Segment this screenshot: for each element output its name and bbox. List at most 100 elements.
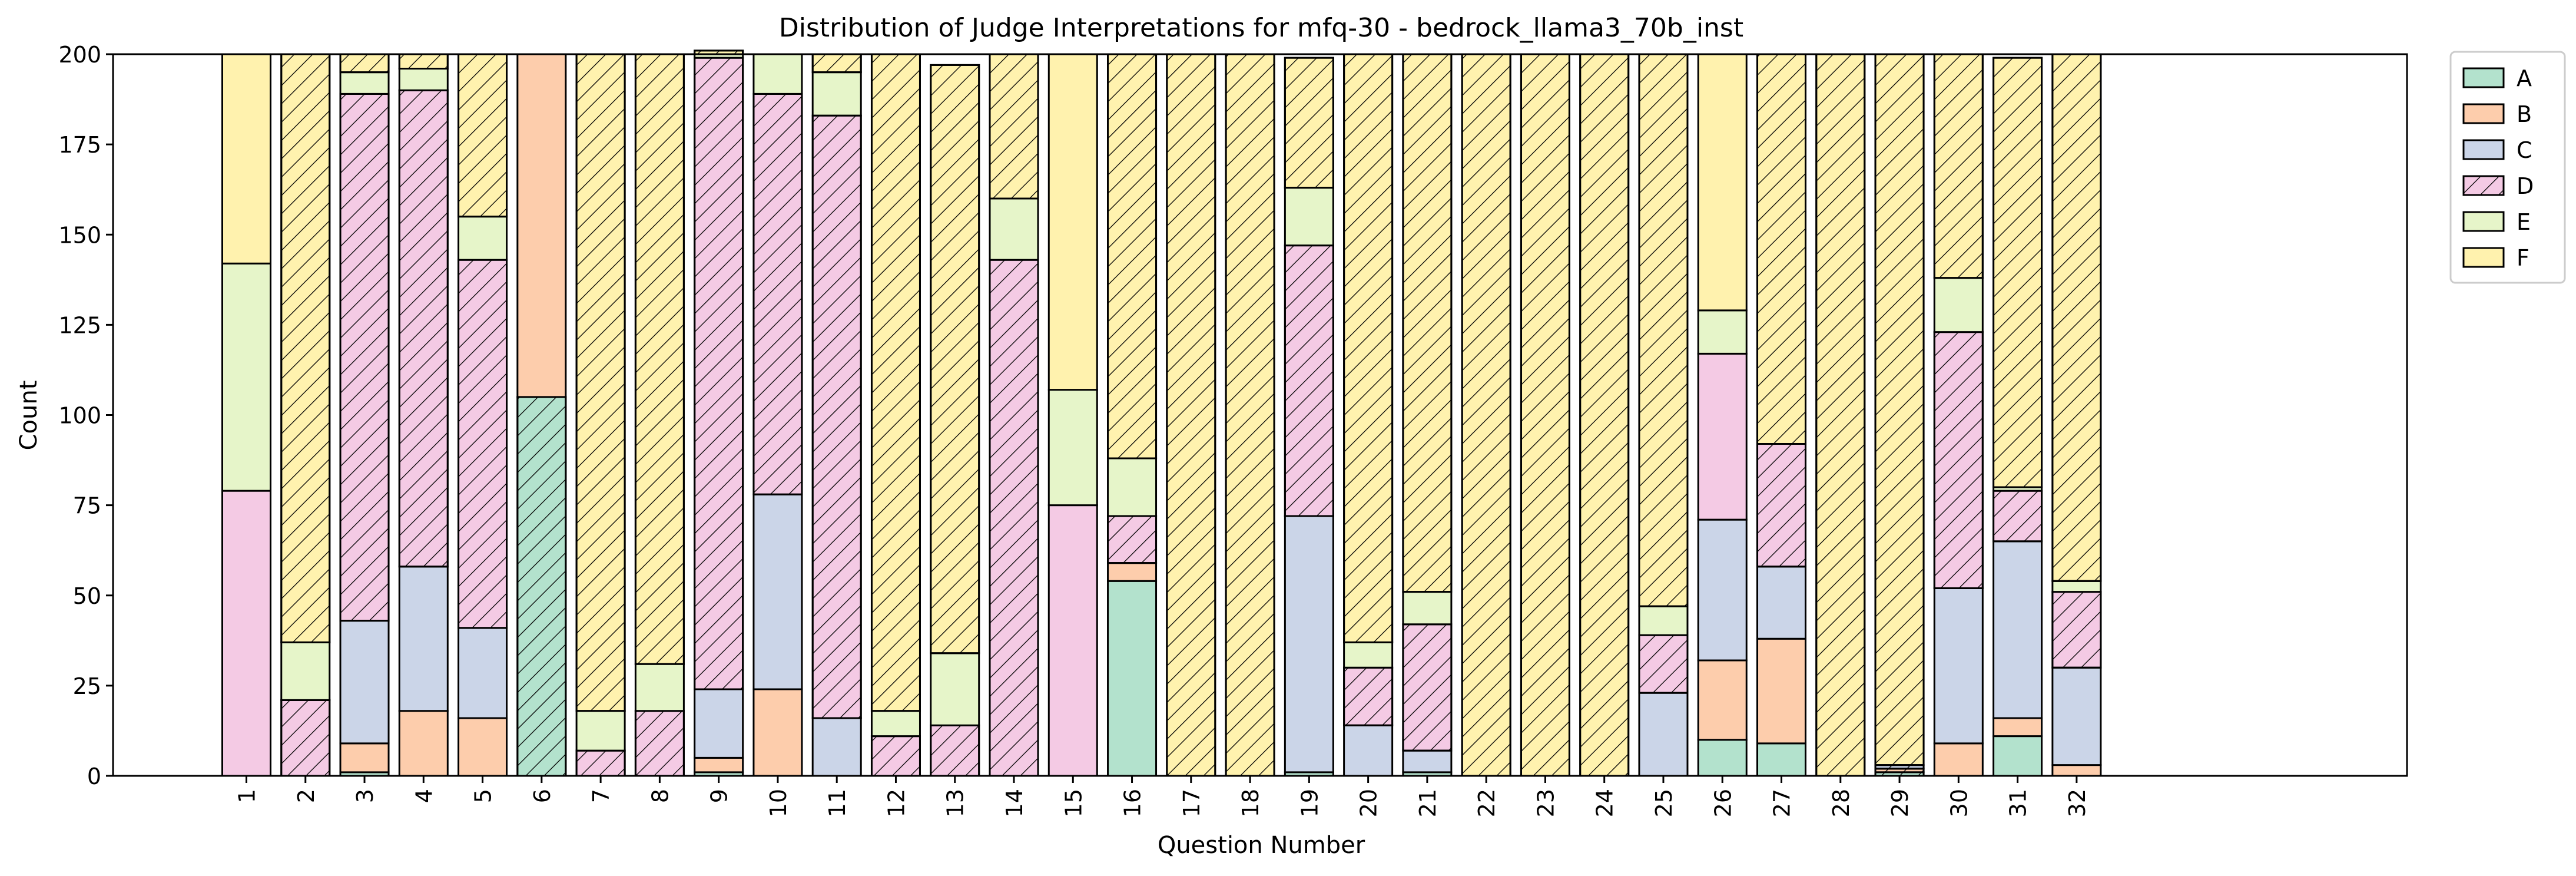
bar-question-21 [1402,53,1453,777]
bar-hatch-F-q22 [1461,53,1511,777]
bar-hatch-F-q30 [1933,53,1984,279]
bar-segment-E-q10 [752,53,803,95]
x-tick-label-4: 4 [411,789,437,803]
bar-segment-A-q16 [1107,580,1158,777]
bar-hatch-F-q28 [1815,53,1866,777]
bar-question-24 [1579,53,1630,777]
x-tick-label-16: 16 [1120,789,1146,817]
legend-swatch-E [2462,211,2505,232]
x-tick-label-3: 3 [352,789,378,803]
bar-segment-B-q6 [516,53,567,398]
chart-title: Distribution of Judge Interpretations fo… [779,13,1743,43]
x-tick-label-19: 19 [1297,789,1322,817]
x-tick-label-20: 20 [1356,789,1382,817]
bar-segment-C-q5 [457,627,508,719]
bar-segment-E-q25 [1638,605,1689,636]
bar-question-32 [2051,53,2102,777]
bar-question-26 [1697,53,1748,777]
bar-hatch-F-q31 [1992,57,2043,488]
bar-hatch-F-q25 [1638,53,1689,607]
bar-segment-B-q32 [2051,764,2102,777]
x-tick-label-9: 9 [707,789,732,803]
bar-segment-B-q26 [1697,659,1748,741]
x-tick-label-17: 17 [1179,789,1205,817]
legend-label-D: D [2517,173,2534,199]
bar-segment-E-q2 [280,641,331,701]
bar-hatch-F-q2 [280,53,331,643]
bar-hatch-F-q7 [575,53,626,712]
bar-question-22 [1461,53,1511,777]
x-tick-label-26: 26 [1710,789,1736,817]
bar-segment-C-q9 [694,688,744,759]
bar-hatch-D-q16 [1107,515,1158,564]
bar-hatch-D-q20 [1343,666,1394,726]
bar-hatch-D-q3 [339,92,390,622]
bar-hatch-D-q4 [398,89,449,568]
bar-question-19 [1284,57,1334,777]
bar-segment-C-q32 [2051,666,2102,766]
bar-hatch-F-q5 [457,53,508,218]
bar-question-28 [1815,53,1866,777]
bar-question-13 [930,64,980,777]
x-tick-label-6: 6 [529,789,555,803]
bar-hatch-F-q16 [1107,53,1158,460]
bar-segment-F-q1 [221,53,271,265]
bar-hatch-D-q9 [694,57,744,690]
bar-segment-C-q4 [398,566,449,712]
bar-segment-C-q19 [1284,515,1334,773]
bar-segment-C-q11 [811,717,862,777]
bar-segment-A-q27 [1756,742,1807,777]
y-tick-label-25: 25 [73,673,101,699]
bar-question-18 [1225,53,1275,777]
bar-hatch-F-q21 [1402,53,1453,593]
x-tick-label-30: 30 [1946,789,1972,817]
y-tick-label-175: 175 [58,132,101,158]
x-tick-label-12: 12 [883,789,909,817]
x-tick-label-1: 1 [234,789,260,803]
bar-segment-E-q4 [398,68,449,91]
bar-segment-B-q27 [1756,637,1807,745]
x-tick-label-22: 22 [1474,789,1500,817]
x-tick-label-21: 21 [1415,789,1441,817]
bar-segment-B-q10 [752,688,803,777]
bar-hatch-D-q32 [2051,591,2102,669]
bar-hatch-F-q13 [930,64,980,654]
bar-segment-F-q15 [1047,53,1098,391]
bar-hatch-D-q31 [1992,490,2043,543]
x-tick-label-14: 14 [1002,789,1027,817]
bar-question-5 [457,53,508,777]
x-tick-label-31: 31 [2005,789,2031,817]
bar-hatch-D-q14 [989,259,1039,777]
bar-segment-E-q12 [870,710,921,738]
bar-segment-E-q1 [221,262,271,492]
bar-hatch-F-q11 [811,53,862,74]
bar-question-7 [575,53,626,777]
bar-segment-E-q30 [1933,277,1984,333]
bar-hatch-F-q27 [1756,53,1807,445]
legend-label-B: B [2517,101,2532,127]
bar-segment-D-q26 [1697,352,1748,521]
x-tick-label-27: 27 [1769,789,1795,817]
bar-hatch-D-q25 [1638,634,1689,694]
x-tick-label-23: 23 [1533,789,1559,817]
bar-segment-A-q26 [1697,739,1748,777]
bar-segment-C-q21 [1402,749,1453,773]
bar-segment-D-q1 [221,490,271,777]
bar-hatch-F-q20 [1343,53,1394,643]
bar-segment-C-q31 [1992,540,2043,719]
y-tick-label-100: 100 [58,403,101,429]
legend-label-F: F [2517,245,2529,271]
bar-hatch-F-q23 [1520,53,1570,777]
bar-question-16 [1107,53,1158,777]
bar-hatch-D-q7 [575,749,626,777]
bar-question-3 [339,53,390,777]
bar-hatch-D-q2 [280,699,331,777]
bar-segment-E-q16 [1107,457,1158,517]
y-tick-label-50: 50 [73,583,101,609]
bar-segment-E-q11 [811,71,862,117]
bar-segment-B-q9 [694,756,744,773]
bar-question-20 [1343,53,1394,777]
bar-segment-B-q5 [457,717,508,777]
bar-segment-E-q14 [989,197,1039,261]
x-tick-label-15: 15 [1060,789,1086,817]
